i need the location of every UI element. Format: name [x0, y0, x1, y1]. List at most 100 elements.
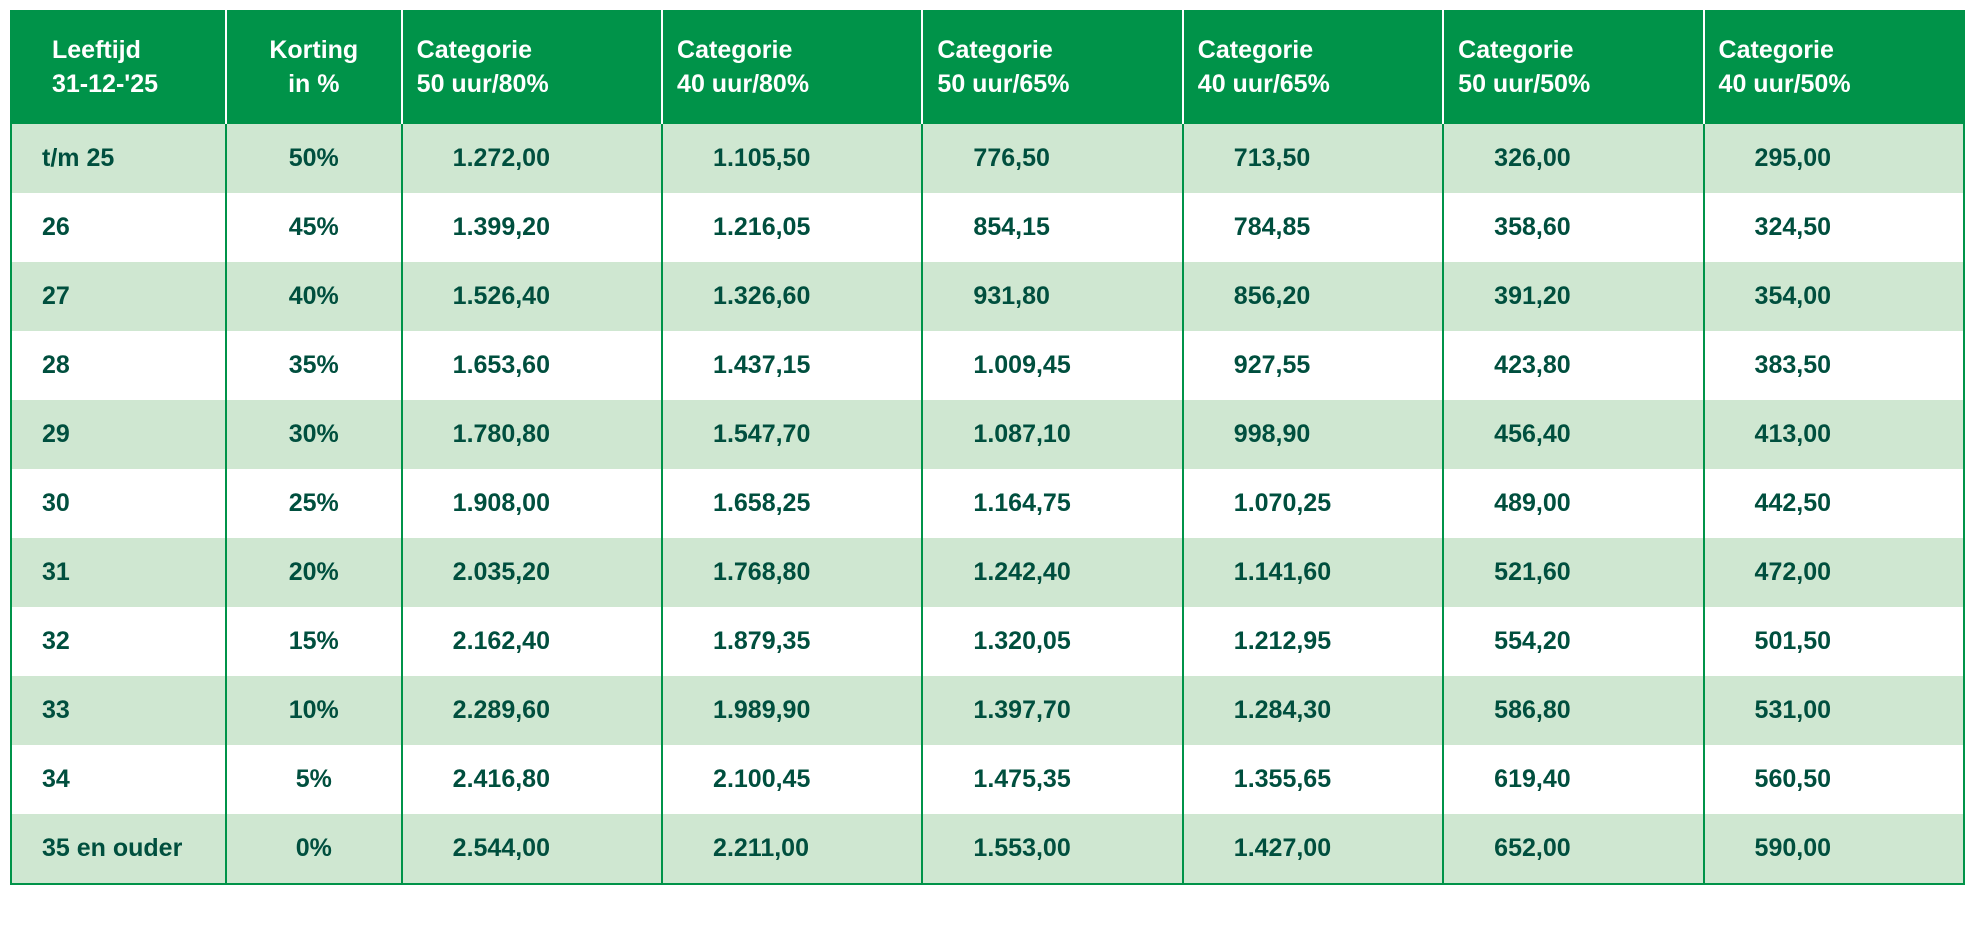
table-cell: 2.416,80 [402, 745, 662, 814]
table-cell: 1.780,80 [402, 400, 662, 469]
column-header-line2: 50 uur/80% [417, 68, 647, 102]
table-cell: 856,20 [1183, 262, 1443, 331]
table-cell: 554,20 [1443, 607, 1703, 676]
table-row: 3310%2.289,601.989,901.397,701.284,30586… [11, 676, 1964, 745]
table-cell: 15% [226, 607, 402, 676]
table-cell: 27 [11, 262, 226, 331]
table-cell: 33 [11, 676, 226, 745]
table-cell: 854,15 [922, 193, 1182, 262]
table-cell: 0% [226, 814, 402, 884]
table-cell: 1.355,65 [1183, 745, 1443, 814]
table-cell: 413,00 [1704, 400, 1964, 469]
table-cell: 1.653,60 [402, 331, 662, 400]
table-row: 2740%1.526,401.326,60931,80856,20391,203… [11, 262, 1964, 331]
table-cell: 2.289,60 [402, 676, 662, 745]
table-cell: 652,00 [1443, 814, 1703, 884]
table-cell: 1.326,60 [662, 262, 922, 331]
table-body: t/m 2550%1.272,001.105,50776,50713,50326… [11, 124, 1964, 884]
table-cell: 32 [11, 607, 226, 676]
table-cell: 40% [226, 262, 402, 331]
table-cell: 1.087,10 [922, 400, 1182, 469]
table-cell: 1.399,20 [402, 193, 662, 262]
table-cell: 2.544,00 [402, 814, 662, 884]
table-cell: 1.141,60 [1183, 538, 1443, 607]
table-cell: 1.070,25 [1183, 469, 1443, 538]
table-cell: 20% [226, 538, 402, 607]
column-header-line1: Categorie [937, 34, 1167, 68]
table-cell: 1.908,00 [402, 469, 662, 538]
table-row: 3025%1.908,001.658,251.164,751.070,25489… [11, 469, 1964, 538]
table-cell: 1.553,00 [922, 814, 1182, 884]
table-cell: 1.526,40 [402, 262, 662, 331]
column-header-line2: 50 uur/50% [1458, 68, 1688, 102]
column-header-line1: Categorie [1198, 34, 1428, 68]
table-row: 3215%2.162,401.879,351.320,051.212,95554… [11, 607, 1964, 676]
table-cell: 1.284,30 [1183, 676, 1443, 745]
table-cell: 354,00 [1704, 262, 1964, 331]
column-header: Kortingin % [226, 11, 402, 124]
column-header: Categorie40 uur/50% [1704, 11, 1964, 124]
column-header-line2: in % [241, 68, 387, 102]
table-cell: 501,50 [1704, 607, 1964, 676]
table-cell: 26 [11, 193, 226, 262]
table-cell: 391,20 [1443, 262, 1703, 331]
table-cell: 1.242,40 [922, 538, 1182, 607]
table-cell: 1.547,70 [662, 400, 922, 469]
table-cell: 2.162,40 [402, 607, 662, 676]
table-row: t/m 2550%1.272,001.105,50776,50713,50326… [11, 124, 1964, 193]
table-cell: 489,00 [1443, 469, 1703, 538]
table-cell: 326,00 [1443, 124, 1703, 193]
column-header-line1: Leeftijd [52, 34, 211, 68]
table-cell: 2.035,20 [402, 538, 662, 607]
pricing-table-container: Leeftijd31-12-'25Kortingin %Categorie50 … [10, 10, 1965, 885]
table-cell: 45% [226, 193, 402, 262]
table-cell: 30% [226, 400, 402, 469]
table-cell: 1.320,05 [922, 607, 1182, 676]
column-header-line2: 40 uur/80% [677, 68, 907, 102]
table-cell: 1.212,95 [1183, 607, 1443, 676]
table-cell: 560,50 [1704, 745, 1964, 814]
table-cell: 31 [11, 538, 226, 607]
table-cell: 927,55 [1183, 331, 1443, 400]
column-header-line1: Categorie [677, 34, 907, 68]
table-cell: 1.397,70 [922, 676, 1182, 745]
table-cell: 1.989,90 [662, 676, 922, 745]
table-cell: 1.437,15 [662, 331, 922, 400]
table-cell: 423,80 [1443, 331, 1703, 400]
table-cell: 998,90 [1183, 400, 1443, 469]
table-cell: 472,00 [1704, 538, 1964, 607]
table-cell: 383,50 [1704, 331, 1964, 400]
column-header: Categorie40 uur/80% [662, 11, 922, 124]
table-cell: 1.427,00 [1183, 814, 1443, 884]
table-cell: 713,50 [1183, 124, 1443, 193]
column-header: Categorie50 uur/50% [1443, 11, 1703, 124]
table-row: 2930%1.780,801.547,701.087,10998,90456,4… [11, 400, 1964, 469]
table-row: 2835%1.653,601.437,151.009,45927,55423,8… [11, 331, 1964, 400]
table-cell: 35% [226, 331, 402, 400]
table-header: Leeftijd31-12-'25Kortingin %Categorie50 … [11, 11, 1964, 124]
column-header-line2: 31-12-'25 [52, 68, 211, 102]
column-header-line1: Categorie [1719, 34, 1949, 68]
table-cell: 1.879,35 [662, 607, 922, 676]
column-header: Categorie50 uur/65% [922, 11, 1182, 124]
table-cell: 590,00 [1704, 814, 1964, 884]
table-row: 2645%1.399,201.216,05854,15784,85358,603… [11, 193, 1964, 262]
table-cell: 456,40 [1443, 400, 1703, 469]
table-cell: 531,00 [1704, 676, 1964, 745]
table-row: 345%2.416,802.100,451.475,351.355,65619,… [11, 745, 1964, 814]
table-cell: 29 [11, 400, 226, 469]
table-cell: 25% [226, 469, 402, 538]
column-header-line1: Korting [241, 34, 387, 68]
table-cell: 442,50 [1704, 469, 1964, 538]
table-cell: 931,80 [922, 262, 1182, 331]
table-cell: 34 [11, 745, 226, 814]
table-cell: 1.216,05 [662, 193, 922, 262]
table-cell: 2.100,45 [662, 745, 922, 814]
table-cell: 586,80 [1443, 676, 1703, 745]
table-cell: 1.105,50 [662, 124, 922, 193]
table-cell: 324,50 [1704, 193, 1964, 262]
table-cell: 1.475,35 [922, 745, 1182, 814]
table-cell: 30 [11, 469, 226, 538]
table-cell: 1.658,25 [662, 469, 922, 538]
table-cell: 358,60 [1443, 193, 1703, 262]
